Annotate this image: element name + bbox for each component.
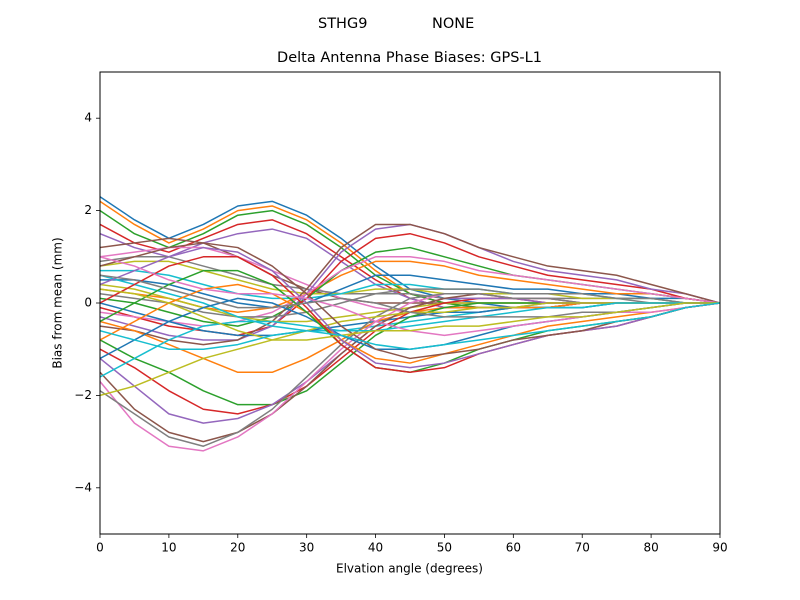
x-tick-label: 70 <box>575 541 590 555</box>
x-tick-label: 50 <box>437 541 452 555</box>
y-tick-label: −4 <box>74 480 92 494</box>
suptitle-station: STHG9 <box>318 16 367 32</box>
plot-area <box>100 196 720 452</box>
y-axis-label: Bias from mean (mm) <box>51 237 65 368</box>
x-tick-label: 0 <box>96 541 104 555</box>
series-line-40 <box>100 302 720 350</box>
x-axis-label: Elvation angle (degrees) <box>336 562 483 576</box>
x-tick-label: 40 <box>368 541 383 555</box>
x-tick-label: 30 <box>299 541 314 555</box>
x-axis: 0 10 20 30 40 50 60 70 80 90 <box>96 534 728 555</box>
series-line-39 <box>100 288 720 341</box>
y-axis: −4 −2 0 2 4 <box>74 111 100 494</box>
y-tick-label: 4 <box>84 111 92 125</box>
series-line-35 <box>100 246 720 369</box>
series-line-18 <box>100 288 720 318</box>
series-line-30 <box>100 302 720 378</box>
x-tick-label: 80 <box>643 541 658 555</box>
x-tick-label: 60 <box>506 541 521 555</box>
series-layer <box>100 196 720 452</box>
y-tick-label: 2 <box>84 203 92 217</box>
y-tick-label: 0 <box>84 296 92 310</box>
series-line-16 <box>100 223 720 346</box>
x-tick-label: 20 <box>230 541 245 555</box>
suptitle-radome: NONE <box>432 16 474 32</box>
chart-title: Delta Antenna Phase Biases: GPS-L1 <box>277 50 542 66</box>
y-tick-label: −2 <box>74 388 92 402</box>
x-tick-label: 10 <box>161 541 176 555</box>
x-tick-label: 90 <box>712 541 727 555</box>
